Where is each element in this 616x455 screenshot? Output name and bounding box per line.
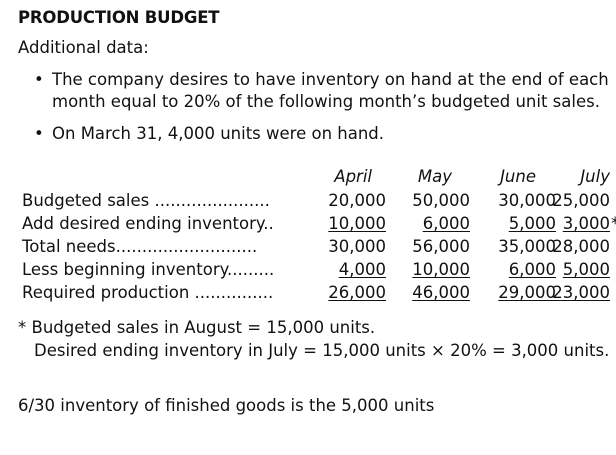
- table-header-row: April May June July: [22, 166, 612, 187]
- cell-value-wrap: 5,000: [550, 259, 610, 280]
- cell-value: 30,000: [328, 237, 386, 256]
- cell-value: 5,000: [562, 260, 610, 279]
- footnote-marker: *: [611, 213, 616, 234]
- column-header-april: April: [334, 167, 372, 186]
- bullet-text-beginning-units: On March 31, 4,000 units were on hand.: [52, 124, 385, 143]
- row-label: Add desired ending inventory..: [22, 214, 274, 233]
- table-row-total-needs: Total needs........................... 3…: [22, 236, 612, 257]
- column-header-june: June: [500, 167, 536, 186]
- additional-data-heading: Additional data:: [18, 38, 149, 57]
- cell-value: 28,000: [552, 237, 610, 256]
- bullet-line: The company desires to have inventory on…: [52, 70, 609, 89]
- bullet-icon: •: [34, 70, 44, 89]
- cell-value: 23,000: [552, 283, 610, 302]
- cell-value: 30,000: [498, 191, 556, 210]
- row-label: Total needs...........................: [22, 237, 258, 256]
- cell-value-wrap: 26,000: [302, 282, 386, 303]
- cell-value-wrap: 10,000: [386, 259, 470, 280]
- cell-value: 25,000: [552, 191, 610, 210]
- footnote-august-sales: * Budgeted sales in August = 15,000 unit…: [18, 318, 376, 337]
- table-row-less-beginning-inventory: Less beginning inventory......... 4,000 …: [22, 259, 612, 280]
- column-header-may: May: [417, 167, 452, 186]
- bullet-icon: •: [34, 124, 44, 143]
- cell-value: 10,000: [328, 214, 386, 233]
- cell-value-wrap: 10,000: [302, 213, 386, 234]
- row-label: Budgeted sales ......................: [22, 191, 270, 210]
- row-label: Less beginning inventory.........: [22, 260, 275, 279]
- footnote-july-ending-inventory: Desired ending inventory in July = 15,00…: [34, 341, 610, 360]
- cell-value: 6,000: [508, 260, 556, 279]
- bullet-line: month equal to 20% of the following mont…: [52, 92, 600, 111]
- cell-value: 26,000: [328, 283, 386, 302]
- cell-value-wrap: 29,000: [472, 282, 556, 303]
- cell-value: 5,000: [508, 214, 556, 233]
- finished-goods-note: 6/30 inventory of finished goods is the …: [18, 396, 435, 415]
- cell-value: 3,000: [562, 214, 610, 233]
- cell-value-wrap: 46,000: [386, 282, 470, 303]
- cell-value: 46,000: [412, 283, 470, 302]
- cell-value-wrap: 3,000: [550, 213, 610, 234]
- cell-value-wrap: 4,000: [302, 259, 386, 280]
- cell-value: 20,000: [328, 191, 386, 210]
- table-row-required-production: Required production ............... 26,0…: [22, 282, 612, 303]
- column-header-july: July: [580, 167, 610, 186]
- cell-value: 29,000: [498, 283, 556, 302]
- cell-value: 10,000: [412, 260, 470, 279]
- row-label: Required production ...............: [22, 283, 274, 302]
- cell-value-wrap: 6,000: [472, 259, 556, 280]
- bullet-text-inventory-policy: The company desires to have inventory on…: [52, 69, 612, 113]
- cell-value: 56,000: [412, 237, 470, 256]
- cell-value-wrap: 23,000: [550, 282, 610, 303]
- cell-value: 6,000: [422, 214, 470, 233]
- cell-value: 50,000: [412, 191, 470, 210]
- table-row-desired-ending-inventory: Add desired ending inventory.. 10,000 6,…: [22, 213, 616, 234]
- cell-value-wrap: 5,000: [472, 213, 556, 234]
- page-title: PRODUCTION BUDGET: [18, 8, 220, 27]
- table-row-budgeted-sales: Budgeted sales ...................... 20…: [22, 190, 612, 211]
- cell-value: 35,000: [498, 237, 556, 256]
- cell-value: 4,000: [338, 260, 386, 279]
- cell-value-wrap: 6,000: [386, 213, 470, 234]
